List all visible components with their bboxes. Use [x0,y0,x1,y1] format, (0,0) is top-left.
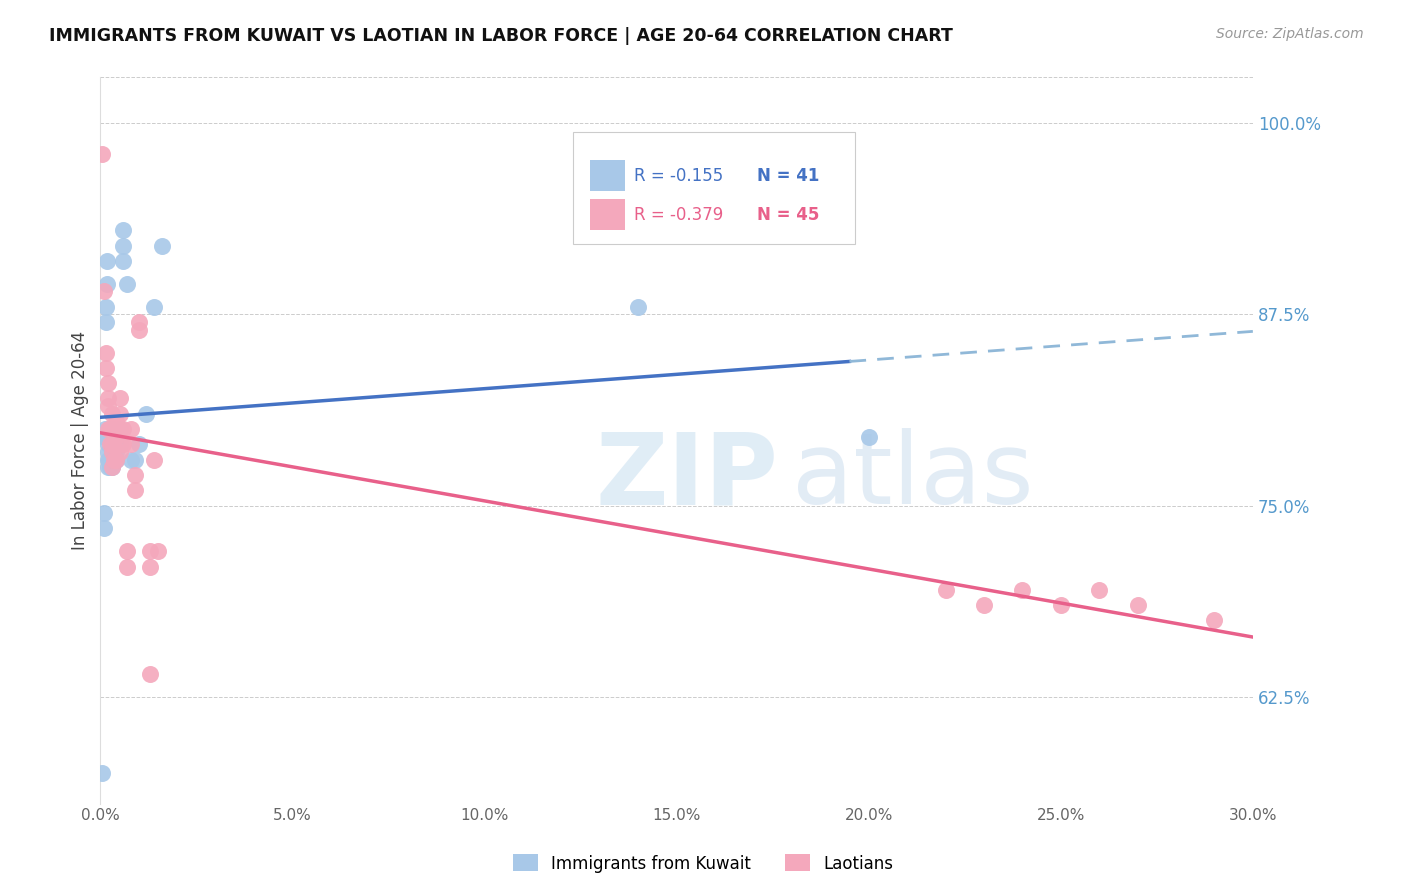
Point [139,544,162,558]
Point [1049,598,1071,612]
Point [108,445,131,459]
Point [124,452,146,467]
Point [112,238,135,252]
Point [627,300,650,314]
Point [104,437,127,451]
Point [1126,598,1149,612]
Bar [591,161,624,191]
Point [101,460,124,475]
Point [93,506,115,520]
Point [101,437,124,451]
Point [94,300,117,314]
Point [104,452,127,467]
Point [98,460,121,475]
Point [98,437,121,451]
Point [108,407,131,421]
Point [120,452,142,467]
Point [94,315,117,329]
Bar [591,199,624,230]
Point [94,430,117,444]
Text: ZIP: ZIP [596,428,779,525]
Point [101,445,124,459]
Point [146,544,169,558]
Point [120,422,142,436]
Point [108,437,131,451]
Point [120,437,142,451]
Point [98,452,121,467]
Point [108,392,131,406]
Point [97,460,120,475]
Point [124,467,146,482]
Point [96,277,118,291]
Point [124,483,146,498]
Point [143,452,166,467]
Text: Source: ZipAtlas.com: Source: ZipAtlas.com [1216,27,1364,41]
Point [858,430,880,444]
Point [1204,613,1226,627]
Point [101,437,124,451]
Text: R = -0.155: R = -0.155 [634,167,723,185]
Point [93,521,115,535]
Point [934,582,956,597]
Point [97,445,120,459]
Point [94,422,117,436]
Point [143,300,166,314]
Point [112,223,135,237]
Point [101,452,124,467]
Point [101,445,124,459]
Y-axis label: In Labor Force | Age 20-64: In Labor Force | Age 20-64 [72,331,89,550]
Point [97,452,120,467]
Point [128,437,150,451]
Point [150,238,173,252]
Point [97,392,120,406]
Point [97,430,120,444]
Text: N = 45: N = 45 [758,205,820,224]
Point [115,544,138,558]
Point [94,345,117,359]
Point [101,430,124,444]
Point [115,277,138,291]
Point [103,445,125,459]
Point [101,422,124,436]
Point [115,559,138,574]
Text: IMMIGRANTS FROM KUWAIT VS LAOTIAN IN LABOR FORCE | AGE 20-64 CORRELATION CHART: IMMIGRANTS FROM KUWAIT VS LAOTIAN IN LAB… [49,27,953,45]
Point [94,360,117,375]
Point [97,399,120,413]
Point [91,766,114,780]
Point [1011,582,1033,597]
Point [101,407,124,421]
Text: R = -0.379: R = -0.379 [634,205,723,224]
Point [1088,582,1111,597]
Point [112,253,135,268]
Point [97,452,120,467]
Point [139,559,162,574]
Point [112,437,135,451]
Point [128,315,150,329]
Point [101,460,124,475]
Point [97,437,120,451]
Point [91,147,114,161]
Point [112,422,135,436]
Point [108,422,131,436]
Point [104,414,127,428]
Text: atlas: atlas [792,428,1033,525]
Text: N = 41: N = 41 [758,167,820,185]
Point [98,422,121,436]
Point [96,253,118,268]
Point [973,598,995,612]
Point [128,323,150,337]
Point [104,452,127,467]
Point [103,452,125,467]
Point [108,422,131,436]
Point [93,285,115,299]
Legend: Immigrants from Kuwait, Laotians: Immigrants from Kuwait, Laotians [506,847,900,880]
Point [104,430,127,444]
Point [135,407,157,421]
Point [104,445,127,459]
Point [101,422,124,436]
FancyBboxPatch shape [572,132,855,244]
Point [97,422,120,436]
Point [139,666,162,681]
Point [97,376,120,391]
